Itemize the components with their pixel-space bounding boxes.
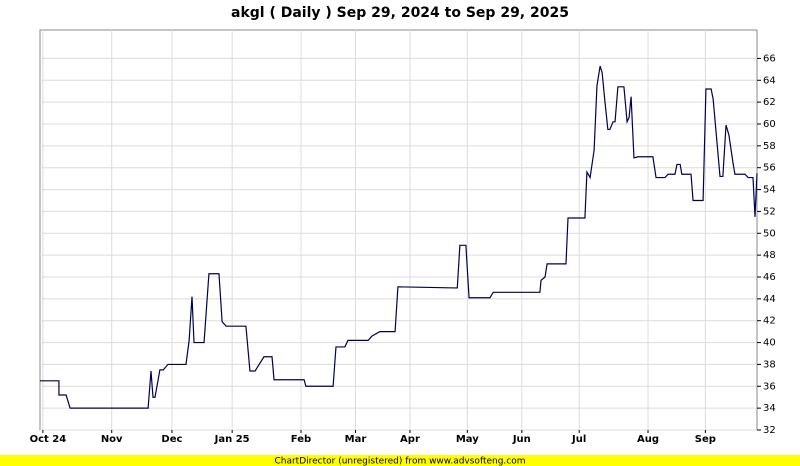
y-tick-label: 64: [763, 75, 776, 86]
x-tick-label: Feb: [291, 434, 311, 445]
y-tick-label: 34: [763, 403, 776, 414]
plot-area: [39, 29, 758, 431]
price-line: [40, 65, 758, 409]
y-tick-label: 66: [763, 53, 776, 64]
x-tick-label: Aug: [637, 434, 659, 445]
y-tick-label: 56: [763, 163, 776, 174]
y-tick-label: 38: [763, 359, 776, 370]
x-tick-label: Mar: [345, 434, 367, 445]
x-tick-label: Jun: [512, 434, 531, 445]
x-tick-label: May: [456, 434, 479, 445]
y-tick-label: 46: [763, 272, 776, 283]
y-tick-label: 62: [763, 97, 776, 108]
y-tick-label: 52: [763, 206, 776, 217]
chart-title: akgl ( Daily ) Sep 29, 2024 to Sep 29, 2…: [231, 5, 569, 21]
x-tick-label: Oct 24: [30, 434, 67, 445]
y-tick-label: 44: [763, 294, 776, 305]
y-tick-label: 32: [763, 425, 776, 436]
y-tick-label: 58: [763, 141, 776, 152]
x-tick-label: Dec: [161, 434, 182, 445]
x-tick-label: Sep: [695, 434, 716, 445]
footer: ChartDirector (unregistered) from www.ad…: [274, 457, 525, 466]
y-tick-label: 36: [763, 381, 776, 392]
y-tick-label: 40: [763, 338, 776, 349]
x-tick-label: Jul: [571, 434, 586, 445]
y-tick-label: 50: [763, 228, 776, 239]
x-tick-label: Nov: [101, 434, 123, 445]
footer-bar: [0, 455, 800, 466]
y-tick-label: 48: [763, 250, 776, 261]
x-tick-label: Apr: [400, 434, 420, 445]
y-tick-label: 42: [763, 316, 776, 327]
y-tick-label: 60: [763, 119, 776, 130]
x-tick-label: Jan 25: [214, 434, 250, 445]
y-tick-label: 54: [763, 185, 776, 196]
